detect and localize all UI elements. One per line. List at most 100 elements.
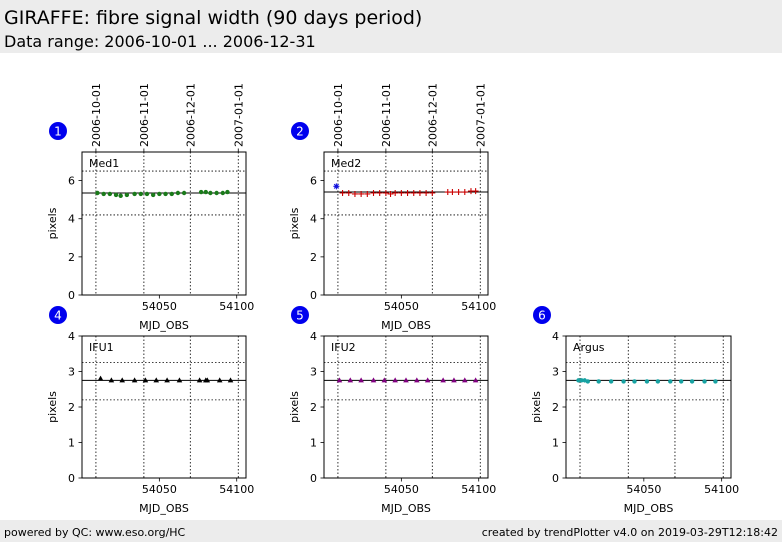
y-axis-label: pixels — [288, 391, 301, 423]
data-point — [644, 379, 650, 384]
y-tick-label: 2 — [310, 251, 317, 264]
chart-panel: 0 1 2 3 4 54050 54100 MJD_OBS pixels Argus 6 — [530, 306, 739, 515]
x-axis-label: MJD_OBS — [139, 319, 189, 332]
data-point — [216, 377, 223, 383]
y-tick-label: 0 — [68, 289, 75, 302]
panel-number-label: 2 — [296, 125, 304, 139]
data-point — [119, 377, 126, 383]
data-point — [392, 189, 399, 196]
data-point — [107, 191, 113, 197]
data-point — [370, 377, 377, 383]
data-point — [198, 189, 204, 195]
date-tick-label: 2006-12-01 — [184, 83, 197, 147]
data-point — [621, 379, 626, 384]
y-tick-label: 2 — [552, 401, 559, 414]
data-point — [416, 189, 423, 196]
data-point — [118, 193, 123, 199]
y-tick-label: 0 — [310, 289, 317, 302]
panel-number-badge — [291, 122, 309, 140]
data-point — [208, 190, 213, 196]
data-point — [108, 377, 115, 383]
data-point — [225, 189, 230, 195]
data-point — [370, 189, 377, 196]
plot-frame — [323, 335, 489, 479]
date-tick-label: 2007-01-01 — [474, 83, 487, 147]
plot-frame — [81, 335, 247, 479]
data-point — [196, 377, 203, 383]
y-tick-label: 2 — [68, 251, 75, 264]
y-tick-label: 4 — [68, 330, 75, 343]
x-axis-label: MJD_OBS — [381, 502, 431, 515]
y-tick-label: 3 — [310, 366, 317, 379]
y-axis-label: pixels — [530, 391, 543, 423]
data-point — [164, 377, 170, 383]
y-tick-label: 1 — [552, 437, 559, 450]
data-point — [424, 377, 431, 383]
data-point — [364, 190, 371, 197]
data-point — [227, 377, 234, 383]
footer-credit: powered by QC: www.eso.org/HC — [4, 526, 186, 539]
footer-generator: created by trendPlotter v4.0 on 2019-03-… — [481, 526, 778, 539]
data-point — [132, 191, 137, 197]
y-tick-label: 3 — [68, 366, 75, 379]
data-point — [596, 379, 601, 384]
date-tick-label: 2006-12-01 — [426, 83, 439, 147]
data-point — [142, 377, 149, 383]
panel-number-badge — [291, 306, 309, 324]
date-tick-label: 2006-11-01 — [380, 83, 393, 147]
panel-name: Med1 — [89, 157, 119, 170]
y-tick-label: 1 — [68, 437, 75, 450]
panel-number-label: 6 — [538, 309, 546, 323]
panel-number-label: 4 — [54, 309, 62, 323]
data-point — [113, 192, 119, 198]
data-point — [150, 192, 156, 198]
data-point — [124, 192, 130, 198]
y-tick-label: 6 — [310, 175, 317, 188]
y-tick-label: 2 — [310, 401, 317, 414]
data-point — [449, 189, 456, 196]
data-point — [97, 375, 104, 381]
panel-number-label: 5 — [296, 309, 304, 323]
data-point — [414, 377, 420, 383]
x-axis-label: MJD_OBS — [381, 319, 431, 332]
data-point — [689, 379, 695, 384]
data-point — [220, 190, 225, 196]
data-point — [203, 189, 208, 195]
data-point — [451, 377, 457, 383]
data-point — [702, 379, 707, 384]
report-footer: powered by QC: www.eso.org/HC created by… — [0, 520, 782, 542]
x-tick-label: 54100 — [219, 300, 254, 313]
x-tick-label: 54050 — [626, 483, 661, 496]
data-point — [404, 189, 411, 196]
data-point — [576, 378, 581, 383]
data-point — [713, 379, 718, 384]
data-point — [204, 377, 211, 383]
data-point — [176, 377, 183, 383]
data-point — [382, 189, 389, 196]
y-axis-label: pixels — [46, 391, 59, 423]
y-tick-label: 0 — [552, 472, 559, 485]
y-axis-label: pixels — [288, 207, 301, 239]
y-axis-label: pixels — [46, 207, 59, 239]
date-tick-label: 2006-10-01 — [90, 83, 103, 147]
data-point — [472, 188, 479, 195]
data-point — [181, 190, 187, 196]
data-point — [579, 378, 584, 383]
data-point — [461, 189, 468, 196]
panel-number-badge — [533, 306, 551, 324]
date-tick-label: 2006-11-01 — [138, 83, 151, 147]
y-tick-label: 1 — [310, 437, 317, 450]
outlier-point — [333, 183, 340, 190]
y-tick-label: 4 — [552, 330, 559, 343]
data-point — [392, 377, 398, 383]
data-point — [169, 191, 174, 197]
data-point — [381, 377, 388, 383]
y-tick-label: 4 — [68, 213, 75, 226]
data-point — [403, 377, 409, 383]
plot-frame — [565, 335, 732, 479]
data-point — [585, 379, 590, 384]
panel-name: Med2 — [331, 157, 361, 170]
